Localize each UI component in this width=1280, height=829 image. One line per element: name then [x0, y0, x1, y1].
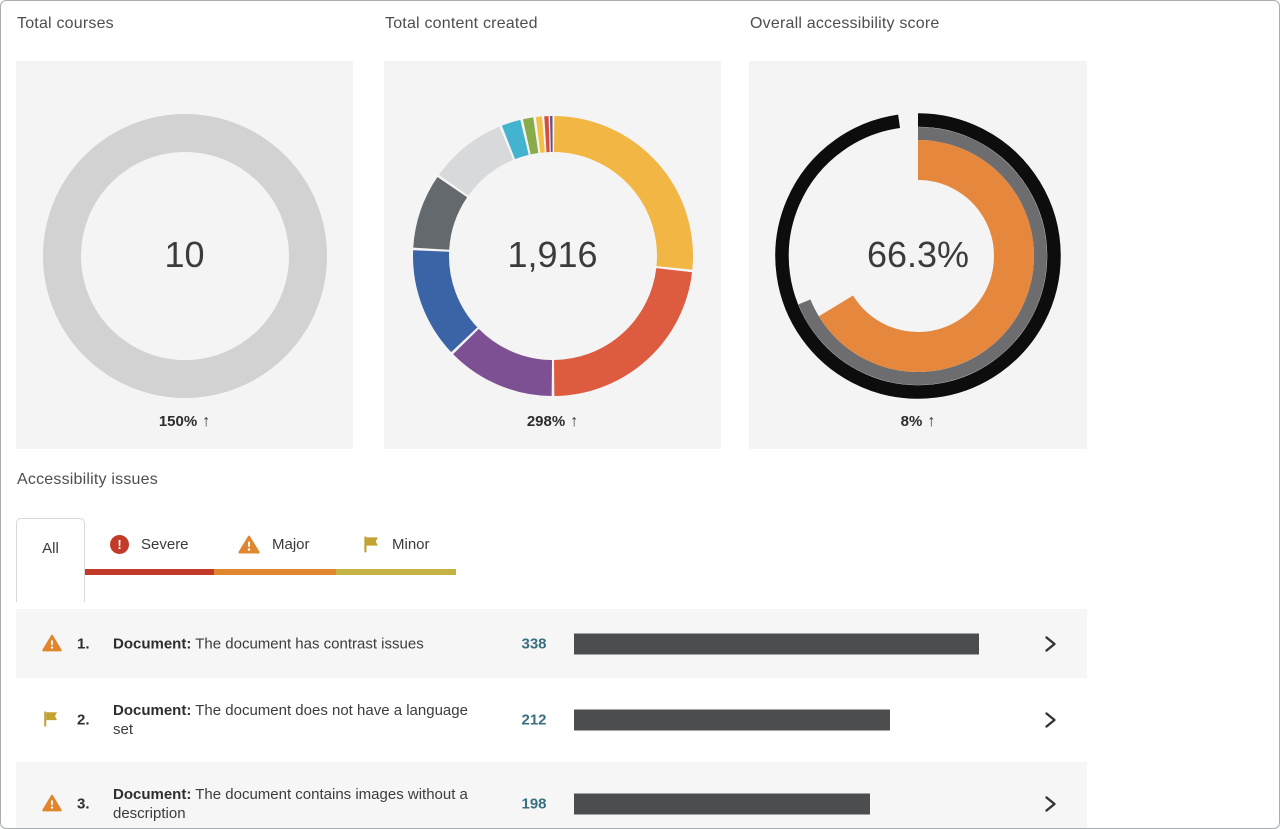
issue-row[interactable]: 1. Document: The document has contrast i… — [16, 609, 1087, 678]
issue-category: Document: — [113, 635, 192, 652]
minor-flag-icon — [364, 535, 378, 553]
accessibility-score-value: 66.3% — [866, 234, 970, 276]
underline-severe-segment — [85, 569, 214, 575]
issue-count: 338 — [521, 635, 547, 652]
up-arrow-icon: ↑ — [202, 413, 211, 430]
up-arrow-icon: ↑ — [570, 413, 579, 430]
issue-description: Document: The document contains images w… — [113, 785, 468, 823]
card-title-total-courses: Total courses — [17, 15, 114, 32]
total-courses-change: 150% ↑ — [16, 413, 353, 431]
issue-description: Document: The document has contrast issu… — [113, 634, 468, 653]
chevron-right-icon[interactable] — [1044, 711, 1057, 729]
total-content-value: 1,916 — [507, 234, 598, 276]
issues-tab-bar: All Severe Major Minor — [16, 518, 1087, 609]
issue-rank: 2. — [77, 711, 90, 729]
issue-rank: 1. — [77, 635, 90, 652]
accessibility-score-gauge-chart — [775, 113, 1061, 399]
accessibility-score-change: 8% ↑ — [749, 413, 1087, 431]
issue-rank: 3. — [77, 795, 90, 813]
total-courses-donut-chart — [42, 114, 327, 398]
major-warning-icon — [238, 535, 260, 554]
tab-all[interactable]: All — [16, 518, 85, 602]
major-warning-icon — [42, 794, 62, 812]
change-percent: 150% — [158, 413, 198, 430]
issue-severity-icon — [42, 634, 64, 654]
issue-text: The document does not have a language se… — [113, 702, 468, 738]
content-created-donut-chart — [412, 116, 693, 396]
issue-category: Document: — [113, 786, 192, 803]
tab-severe[interactable]: Severe — [110, 532, 189, 556]
chevron-right-icon[interactable] — [1044, 635, 1057, 653]
issue-row[interactable]: 2. Document: The document does not have … — [16, 678, 1087, 762]
issue-bar-track — [574, 633, 979, 654]
underline-minor-segment — [336, 569, 456, 575]
issues-list: 1. Document: The document has contrast i… — [16, 609, 1087, 828]
accessibility-score-card: 66.3% 8% ↑ — [749, 61, 1087, 449]
section-title-accessibility-issues: Accessibility issues — [17, 471, 158, 488]
change-percent: 298% — [526, 413, 566, 430]
underline-major-segment — [214, 569, 336, 575]
issue-row[interactable]: 3. Document: The document contains image… — [16, 762, 1087, 828]
total-content-change: 298% ↑ — [384, 413, 721, 431]
major-warning-icon — [42, 634, 62, 651]
total-courses-value: 10 — [164, 234, 205, 276]
issue-bar — [574, 793, 870, 815]
issue-bar — [574, 709, 890, 731]
issue-bar-track — [574, 793, 979, 815]
total-content-card: 1,916 298% ↑ — [384, 61, 721, 449]
issue-text: The document has contrast issues — [195, 635, 424, 652]
card-title-accessibility-score: Overall accessibility score — [750, 15, 940, 32]
tab-major-label: Major — [272, 535, 310, 553]
issue-bar — [574, 633, 979, 654]
tab-severe-label: Severe — [141, 535, 189, 553]
issue-text: The document contains images without a d… — [113, 786, 468, 822]
chevron-right-icon[interactable] — [1044, 795, 1057, 813]
issue-count: 212 — [521, 711, 547, 729]
issue-severity-icon — [42, 710, 64, 730]
issue-description: Document: The document does not have a l… — [113, 701, 468, 739]
tab-minor-label: Minor — [392, 535, 430, 553]
severity-gradient-underline — [85, 569, 456, 575]
tab-minor[interactable]: Minor — [362, 532, 430, 556]
issue-category: Document: — [113, 702, 192, 719]
issue-severity-icon — [42, 794, 64, 814]
issue-count: 198 — [521, 795, 547, 813]
card-title-total-content: Total content created — [385, 15, 538, 32]
severe-icon — [110, 534, 129, 554]
up-arrow-icon: ↑ — [927, 413, 936, 430]
issue-bar-track — [574, 709, 979, 731]
tab-major[interactable]: Major — [238, 532, 310, 556]
minor-flag-icon — [44, 711, 57, 727]
change-percent: 8% — [900, 413, 923, 430]
total-courses-card: 10 150% ↑ — [16, 61, 353, 449]
